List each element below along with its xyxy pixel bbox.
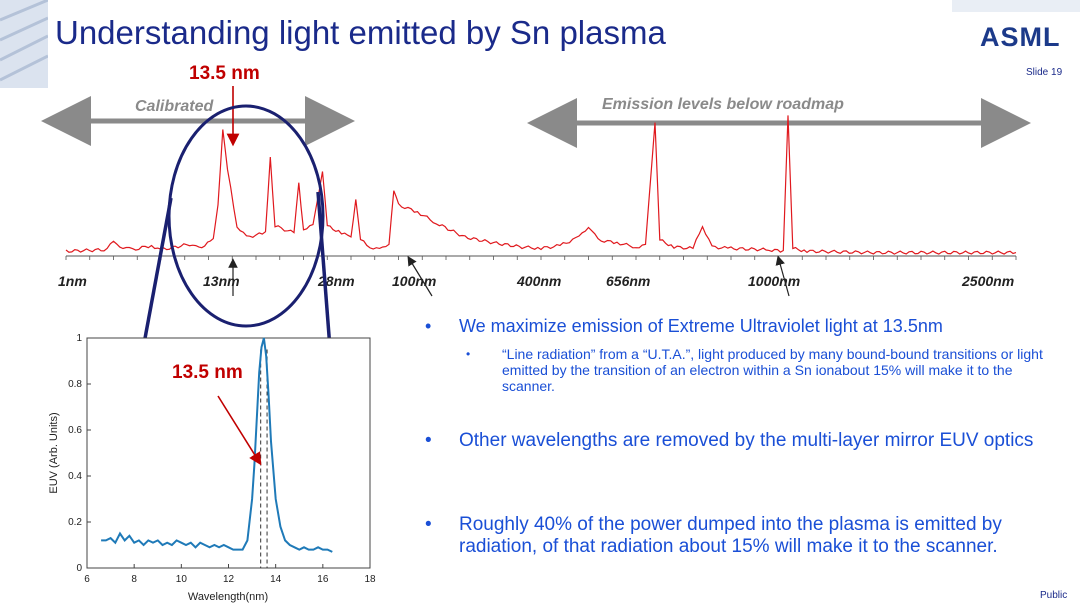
y-tick-label: 0 [76,563,82,574]
marker-13nm: 13nm [203,273,240,289]
y-tick-label: 0.2 [68,517,82,528]
y-tick-label: 0.6 [68,425,82,436]
x-tick-label: 14 [270,574,282,585]
marker-28nm: 28nm [317,273,355,289]
marker-2500nm: 2500nm [961,273,1014,289]
top-right-decoration [952,0,1080,12]
x-tick-label: 10 [176,574,188,585]
pointer-arrow-1000nm [775,255,790,297]
zoom-ellipse [167,104,325,328]
marker-656nm: 656nm [606,273,650,289]
classification-label: Public [1040,590,1068,601]
x-tick-label: 16 [317,574,329,585]
x-tick-label: 18 [364,574,376,585]
bullet-2-text: Other wavelengths are removed by the mul… [459,430,1034,451]
y-tick-label: 1 [76,333,82,344]
calibrated-label: Calibrated [135,98,214,115]
euv-series-line [101,337,333,553]
x-axis-label: Wavelength(nm) [188,591,268,603]
bullet-marker: • [425,430,432,451]
y-axis-label: EUV (Arb. Units) [48,412,60,493]
x-tick-label: 12 [223,574,235,585]
sub-bullet-marker: • [466,347,471,361]
marker-100nm: 100nm [392,273,436,289]
bullet-3-text: Roughly 40% of the power dumped into the… [459,514,1002,557]
spectrum-series-line [65,115,1017,255]
top-peak-label: 13.5 nm [189,63,260,84]
zoom-peak-label: 13.5 nm [172,362,243,383]
spectrum-ticks [65,256,1017,260]
y-tick-label: 0.4 [68,471,82,482]
bullet-marker: • [425,514,432,535]
euv-zoom-chart: 6 8 10 12 14 16 18 0 0.2 0.4 0.6 0.8 1 Wavelength(nm… [48,333,376,603]
y-tick-label: 0.8 [68,379,82,390]
asml-logo: ASML [980,22,1061,52]
bullet-1-sub-text: “Line radiation” from a “U.T.A.”, light … [502,346,1043,394]
emission-levels-label: Emission levels below roadmap [602,96,844,113]
x-tick-label: 8 [131,574,137,585]
x-tick-label: 6 [84,574,90,585]
bullet-marker: • [425,316,432,336]
zoom-axis-ticks: 6 8 10 12 14 16 18 0 0.2 0.4 0.6 0.8 1 [68,333,376,585]
bullet-1-text: We maximize emission of Extreme Ultravio… [459,316,943,336]
slide-title: Understanding light emitted by Sn plasma [55,14,666,51]
pointer-arrow-100nm [407,255,433,297]
marker-400nm: 400nm [516,273,561,289]
marker-1000nm: 1000nm [748,273,800,289]
slide-number: Slide 19 [1026,67,1063,78]
zoom-peak-arrow [217,395,262,466]
corner-decoration [0,0,48,88]
plot-frame [86,337,371,569]
marker-1nm: 1nm [58,273,87,289]
